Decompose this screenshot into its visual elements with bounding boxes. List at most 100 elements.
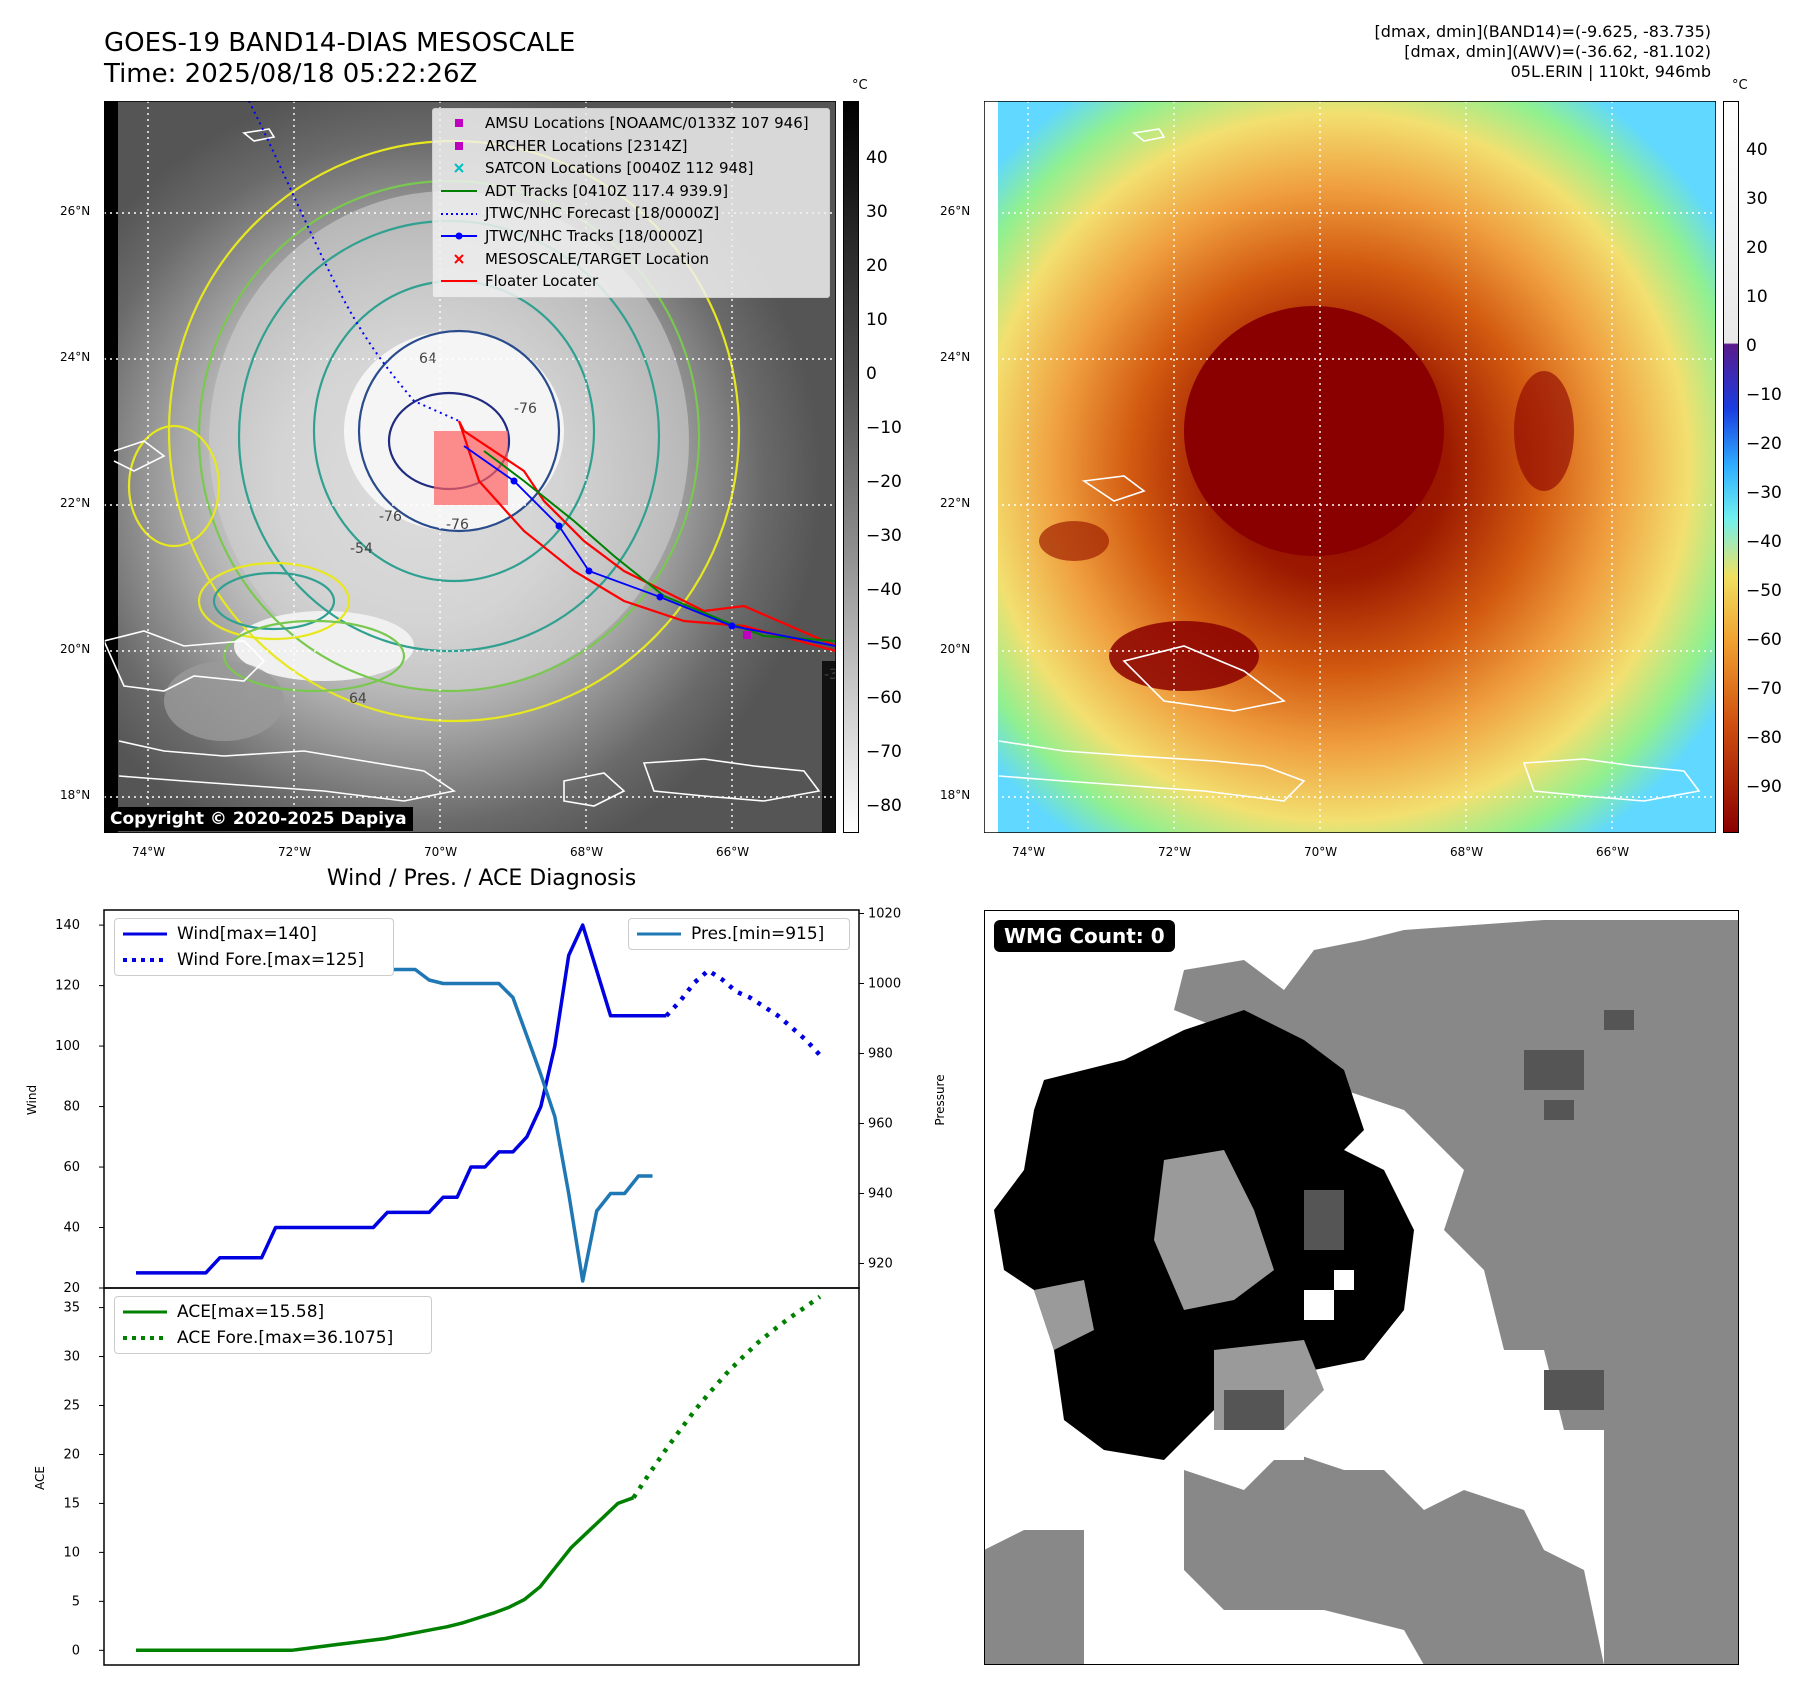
- legend-item-ace-forecast: ACE Fore.[max=36.1075]: [123, 1325, 423, 1351]
- lat-label: 26°N: [60, 204, 91, 218]
- contour-label: 64: [419, 351, 437, 367]
- legend-item-wind: Wind[max=140]: [123, 921, 385, 947]
- wind-legend: Wind[max=140] Wind Fore.[max=125]: [114, 918, 394, 976]
- colorbar-unit: °C: [1732, 78, 1748, 93]
- colorbar-tick: 0: [1746, 336, 1757, 356]
- amsu-location: [743, 631, 751, 639]
- ace-axis-label: ACE: [33, 1466, 47, 1490]
- lat-label: 22°N: [60, 496, 91, 510]
- colorbar-tick: 40: [866, 148, 888, 168]
- colorbar-tick: −60: [1746, 630, 1782, 650]
- storm-summary: 05L.ERIN | 110kt, 946mb: [1510, 62, 1711, 81]
- line-marker-icon: [637, 932, 681, 936]
- lat-label: 22°N: [940, 496, 971, 510]
- awv-colorbar: [1723, 101, 1739, 833]
- colorbar-tick: 30: [866, 202, 888, 222]
- wind-tick-label: 20: [63, 1281, 80, 1296]
- ace-forecast-series-line: [631, 1294, 822, 1499]
- colorbar-tick: 10: [866, 310, 888, 330]
- line-marker-icon: [123, 1310, 167, 1314]
- ace-legend: ACE[max=15.58] ACE Fore.[max=36.1075]: [114, 1296, 432, 1354]
- colorbar-unit: °C: [852, 78, 868, 93]
- colorbar-tick: −50: [1746, 581, 1782, 601]
- pressure-series-line: [136, 929, 653, 1283]
- ace-tick-label: 15: [63, 1496, 80, 1511]
- awv-range: [dmax, dmin](AWV)=(-36.62, -81.102): [1404, 42, 1711, 61]
- legend-item-archer: ARCHER Locations [2314Z]: [439, 135, 823, 158]
- pressure-tick-label: 1020: [868, 907, 901, 922]
- x-marker-icon: [454, 254, 464, 264]
- lat-label: 20°N: [60, 642, 91, 656]
- colorbar-tick: −70: [866, 742, 902, 762]
- copyright-label: Copyright © 2020-2025 Dapiya: [104, 807, 413, 831]
- colorbar-tick: −10: [866, 418, 902, 438]
- line-marker-icon: [441, 190, 477, 193]
- colorbar-tick: 40: [1746, 140, 1768, 160]
- colorbar-tick: −20: [866, 472, 902, 492]
- lat-label: 26°N: [940, 204, 971, 218]
- chart-title: Wind / Pres. / ACE Diagnosis: [326, 866, 637, 891]
- wind-tick-label: 120: [55, 979, 80, 994]
- colorbar-tick: −20: [1746, 434, 1782, 454]
- lon-label: 72°W: [278, 845, 312, 859]
- ace-tick-label: 20: [63, 1447, 80, 1462]
- lon-label: 68°W: [1450, 845, 1484, 859]
- lon-label: 66°W: [716, 845, 750, 859]
- band14-range: [dmax, dmin](BAND14)=(-9.625, -83.735): [1374, 22, 1711, 41]
- legend-item-satcon: SATCON Locations [0040Z 112 948]: [439, 157, 823, 180]
- lon-label: 70°W: [1304, 845, 1338, 859]
- colorbar-tick: −80: [1746, 728, 1782, 748]
- lat-label: 18°N: [60, 788, 91, 802]
- dotted-line-icon: [441, 212, 477, 215]
- contour-label: -76: [446, 517, 469, 533]
- colorbar-tick: −30: [866, 526, 902, 546]
- legend-item-ace: ACE[max=15.58]: [123, 1299, 423, 1325]
- legend-item-forecast: JTWC/NHC Forecast [18/0000Z]: [439, 202, 823, 225]
- contour-label: -54: [350, 541, 373, 557]
- wind-series-line: [136, 923, 667, 1275]
- band14-colorbar: [843, 101, 859, 833]
- pressure-tick-label: 960: [868, 1117, 893, 1132]
- x-marker-icon: [454, 163, 464, 174]
- ace-series-line: [136, 1496, 635, 1653]
- diagnostics-header: [dmax, dmin](BAND14)=(-9.625, -83.735) […: [1011, 22, 1711, 82]
- colorbar-tick: −80: [866, 796, 902, 816]
- colorbar-tick: −40: [866, 580, 902, 600]
- lat-label: 18°N: [940, 788, 971, 802]
- pressure-tick-label: 940: [868, 1187, 893, 1202]
- wind-tick-label: 100: [55, 1039, 80, 1054]
- lat-label: 24°N: [60, 350, 91, 364]
- square-marker-icon: [455, 119, 463, 128]
- line-dot-marker-icon: [441, 232, 477, 240]
- colorbar-tick: 30: [1746, 189, 1768, 209]
- figure-title: GOES-19 BAND14-DIAS MESOSCALE Time: 2025…: [104, 28, 575, 90]
- square-marker-icon: [455, 141, 463, 150]
- colorbar-tick: −70: [1746, 679, 1782, 699]
- lat-label: 24°N: [940, 350, 971, 364]
- legend-item-wind-forecast: Wind Fore.[max=125]: [123, 947, 385, 973]
- contour-label: -31: [824, 667, 836, 683]
- wmg-count-badge: WMG Count: 0: [994, 920, 1175, 952]
- lon-label: 68°W: [570, 845, 604, 859]
- pressure-legend: Pres.[min=915]: [628, 918, 850, 950]
- wind-axis-label: Wind: [25, 1085, 39, 1115]
- awv-map: [984, 101, 1716, 833]
- pressure-tick-label: 1000: [868, 977, 901, 992]
- lon-label: 70°W: [424, 845, 458, 859]
- colorbar-tick: −60: [866, 688, 902, 708]
- map-legend: AMSU Locations [NOAAMC/0133Z 107 946] AR…: [432, 108, 830, 298]
- wind-tick-label: 140: [55, 918, 80, 933]
- contour-label: -76: [379, 509, 402, 525]
- dotted-line-icon: [123, 958, 167, 962]
- pressure-tick-label: 980: [868, 1047, 893, 1062]
- colorbar-tick: 0: [866, 364, 877, 384]
- legend-item-adt: ADT Tracks [0410Z 117.4 939.9]: [439, 180, 823, 203]
- ace-tick-label: 35: [63, 1301, 80, 1316]
- colorbar-tick: −50: [866, 634, 902, 654]
- dotted-line-icon: [123, 1336, 167, 1340]
- colorbar-tick: −90: [1746, 777, 1782, 797]
- colorbar-tick: −10: [1746, 385, 1782, 405]
- colorbar-tick: 10: [1746, 287, 1768, 307]
- colorbar-tick: −40: [1746, 532, 1782, 552]
